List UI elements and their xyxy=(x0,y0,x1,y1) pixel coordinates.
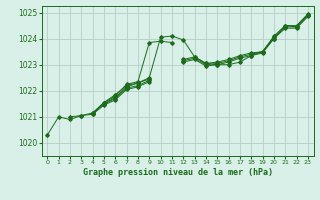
X-axis label: Graphe pression niveau de la mer (hPa): Graphe pression niveau de la mer (hPa) xyxy=(83,168,273,177)
